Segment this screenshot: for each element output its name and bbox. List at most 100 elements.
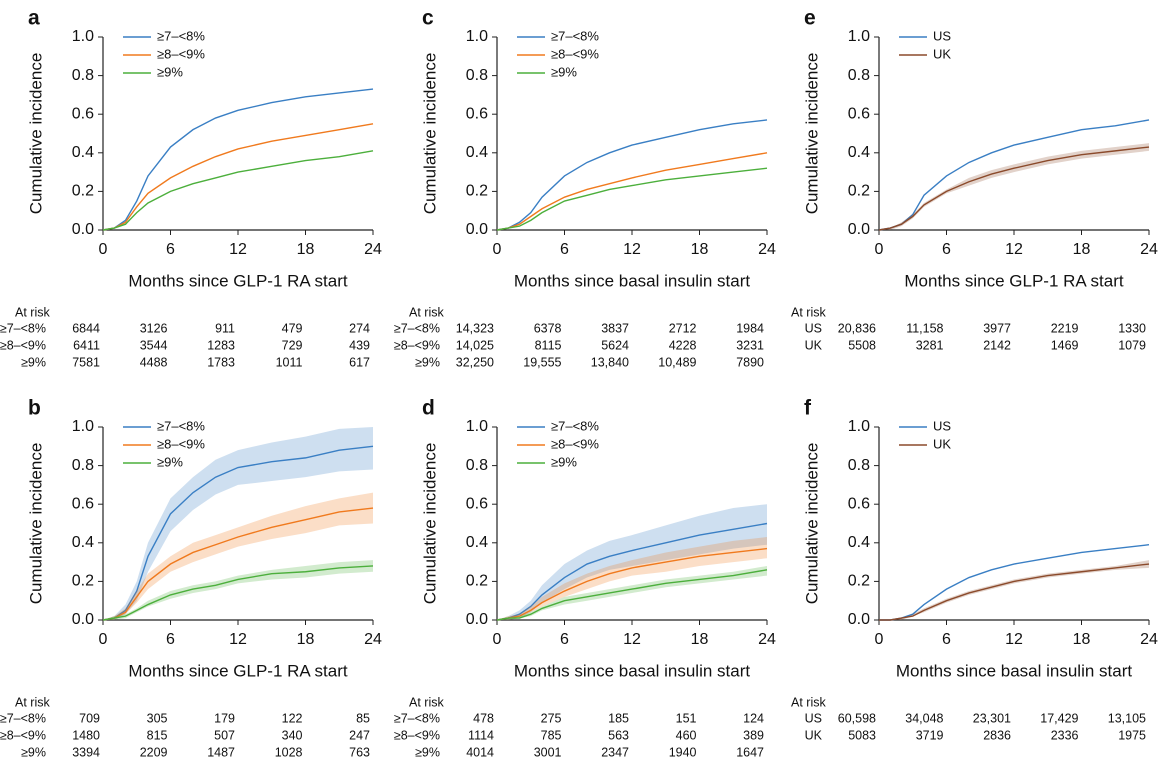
at-risk-count: 1011 [276, 355, 303, 369]
at-risk-count: 1079 [1118, 338, 1146, 352]
at-risk-count: 124 [743, 711, 764, 725]
incidence-line [102, 507, 374, 621]
at-risk-count: 439 [349, 338, 370, 352]
y-tick-label: 0.2 [848, 573, 870, 590]
at-risk-count: 478 [473, 711, 494, 725]
x-tick-label: 12 [623, 631, 641, 648]
legend-label: ≥9% [157, 454, 183, 469]
at-risk-count: 5508 [848, 338, 876, 352]
at-risk-count: 11,158 [906, 321, 943, 335]
x-axis-label: Months since GLP-1 RA start [128, 661, 347, 680]
at-risk-count: 185 [608, 711, 629, 725]
at-risk-count: 20,836 [838, 321, 876, 335]
legend-label: ≥8–<9% [157, 46, 205, 61]
at-risk-count: 3231 [736, 338, 764, 352]
y-axis-label: Cumulative incidence [802, 443, 821, 605]
legend-label: ≥7–<8% [551, 28, 599, 43]
at-risk-count: 763 [349, 745, 370, 759]
legend-label: ≥8–<9% [551, 436, 599, 451]
x-tick-label: 12 [229, 241, 247, 258]
at-risk-count: 340 [282, 728, 303, 742]
y-tick-label: 0.8 [848, 67, 870, 84]
at-risk-count: 1480 [72, 728, 100, 742]
x-tick-label: 18 [297, 241, 315, 258]
y-tick-label: 0.0 [72, 221, 94, 238]
at-risk-count: 2142 [983, 338, 1011, 352]
x-axis-label: Months since basal insulin start [514, 661, 751, 680]
at-risk-count: 85 [356, 711, 370, 725]
panel-label: c [422, 7, 434, 30]
confidence-band [497, 537, 767, 620]
y-tick-label: 0.6 [848, 105, 870, 122]
at-risk-count: 13,105 [1108, 711, 1146, 725]
at-risk-group: ≥8–<9% [394, 338, 440, 352]
at-risk-count: 6411 [73, 338, 100, 352]
panel: a Cumulative incidence Months since GLP-1 … [0, 7, 382, 370]
panel-label: f [804, 397, 812, 420]
x-tick-label: 24 [1140, 631, 1158, 648]
at-risk-count: 2336 [1051, 728, 1079, 742]
y-tick-label: 0.4 [72, 534, 94, 551]
at-risk-count: 2219 [1051, 321, 1079, 335]
at-risk-count: 6844 [72, 321, 100, 335]
x-tick-label: 24 [758, 631, 776, 648]
x-tick-label: 0 [875, 241, 884, 258]
y-tick-label: 1.0 [848, 28, 870, 45]
y-tick-label: 0.4 [848, 534, 870, 551]
panel-label: e [804, 7, 816, 30]
x-tick-label: 24 [1140, 241, 1158, 258]
x-tick-label: 12 [1005, 631, 1023, 648]
x-tick-label: 0 [99, 241, 108, 258]
x-axis-label: Months since GLP-1 RA start [904, 271, 1123, 290]
at-risk-count: 32,250 [456, 355, 494, 369]
at-risk-count: 1984 [736, 321, 764, 335]
at-risk-group: ≥8–<9% [0, 728, 46, 742]
at-risk-group: ≥7–<8% [394, 711, 440, 725]
incidence-line [102, 88, 374, 231]
x-tick-label: 6 [166, 631, 175, 648]
incidence-line [496, 569, 768, 621]
at-risk-count: 1330 [1118, 321, 1146, 335]
at-risk-count: 1283 [207, 338, 235, 352]
y-tick-label: 1.0 [466, 418, 488, 435]
x-tick-label: 6 [166, 241, 175, 258]
y-tick-label: 0.4 [466, 144, 488, 161]
at-risk-group: ≥7–<8% [0, 711, 46, 725]
at-risk-count: 305 [147, 711, 168, 725]
at-risk-count: 1469 [1051, 338, 1079, 352]
at-risk-count: 1028 [275, 745, 303, 759]
legend-label: UK [933, 436, 951, 451]
incidence-line [878, 146, 1150, 231]
legend-label: US [933, 28, 951, 43]
at-risk-group: ≥9% [21, 355, 46, 369]
at-risk-count: 563 [608, 728, 629, 742]
y-tick-label: 0.2 [72, 183, 94, 200]
legend-label: ≥8–<9% [157, 436, 205, 451]
x-tick-label: 12 [623, 241, 641, 258]
y-axis-label: Cumulative incidence [420, 53, 439, 215]
x-tick-label: 24 [758, 241, 776, 258]
at-risk-group: ≥7–<8% [394, 321, 440, 335]
at-risk-group: ≥8–<9% [0, 338, 46, 352]
at-risk-count: 7890 [736, 355, 764, 369]
y-tick-label: 0.0 [848, 221, 870, 238]
x-tick-label: 12 [229, 631, 247, 648]
at-risk-count: 2712 [669, 321, 697, 335]
x-tick-label: 18 [1073, 631, 1091, 648]
x-tick-label: 18 [297, 631, 315, 648]
x-tick-label: 6 [942, 631, 951, 648]
y-tick-label: 0.2 [848, 183, 870, 200]
at-risk-label: At risk [409, 695, 444, 709]
at-risk-count: 1487 [207, 745, 235, 759]
panel: e Cumulative incidence Months since GLP-1 … [791, 7, 1158, 353]
y-tick-label: 0.4 [848, 144, 870, 161]
at-risk-count: 2347 [601, 745, 629, 759]
incidence-line [102, 565, 374, 621]
at-risk-group: ≥9% [21, 745, 46, 759]
legend-label: ≥8–<9% [551, 46, 599, 61]
at-risk-count: 3126 [140, 321, 168, 335]
panel-label: d [422, 397, 435, 420]
at-risk-count: 1975 [1118, 728, 1146, 742]
incidence-line [879, 563, 1150, 621]
legend-label: ≥7–<8% [157, 28, 205, 43]
